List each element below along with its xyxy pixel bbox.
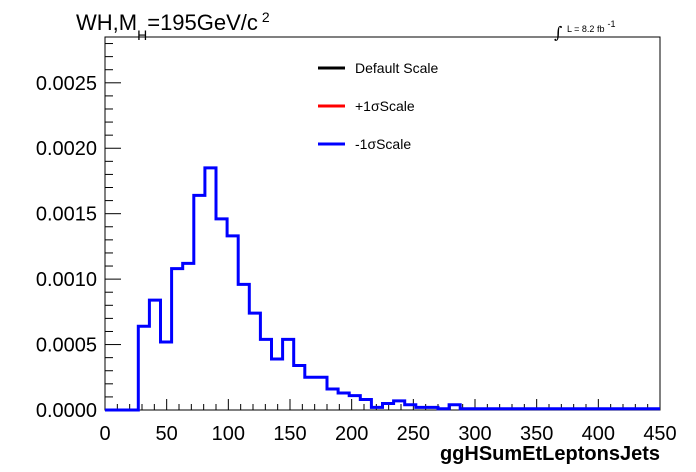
x-tick-label: 100 <box>212 423 245 445</box>
y-tick-label: 0.0020 <box>36 138 97 160</box>
x-tick-label: 200 <box>335 423 368 445</box>
x-tick-label: 400 <box>582 423 615 445</box>
legend-label: +1σScale <box>355 98 415 114</box>
luminosity-label: ∫ L = 8.2 fb -1 <box>554 19 615 42</box>
x-axis: 0 50 100 150 200 250 300 350 400 450 <box>99 399 677 445</box>
y-tick-label: 0.0025 <box>36 73 97 95</box>
series-layer <box>105 166 660 412</box>
y-tick-label: 0.0000 <box>36 400 97 422</box>
x-tick-label: 350 <box>520 423 553 445</box>
x-tick-label: 0 <box>99 423 110 445</box>
legend: Default Scale +1σScale -1σScale <box>318 60 438 152</box>
x-tick-label: 300 <box>458 423 491 445</box>
y-tick-label: 0.0010 <box>36 269 97 291</box>
chart-title: WH,MH=195GeV/c 2 <box>76 9 270 43</box>
plot-frame <box>104 36 661 411</box>
legend-label: Default Scale <box>355 60 438 76</box>
x-tick-label: 250 <box>397 423 430 445</box>
y-axis: 0.0000 0.0005 0.0010 0.0015 0.0020 0.0025 <box>36 43 121 422</box>
legend-label: -1σScale <box>355 136 411 152</box>
x-tick-label: 50 <box>156 423 178 445</box>
x-tick-label: 450 <box>643 423 676 445</box>
x-axis-title: ggHSumEtLeptonsJets <box>440 443 660 465</box>
luminosity-text: L = 8.2 fb -1 <box>567 19 615 34</box>
series-line <box>105 166 660 412</box>
y-tick-label: 0.0005 <box>36 335 97 357</box>
x-tick-label: 150 <box>273 423 306 445</box>
integral-symbol: ∫ <box>554 23 562 42</box>
y-tick-label: 0.0015 <box>36 204 97 226</box>
